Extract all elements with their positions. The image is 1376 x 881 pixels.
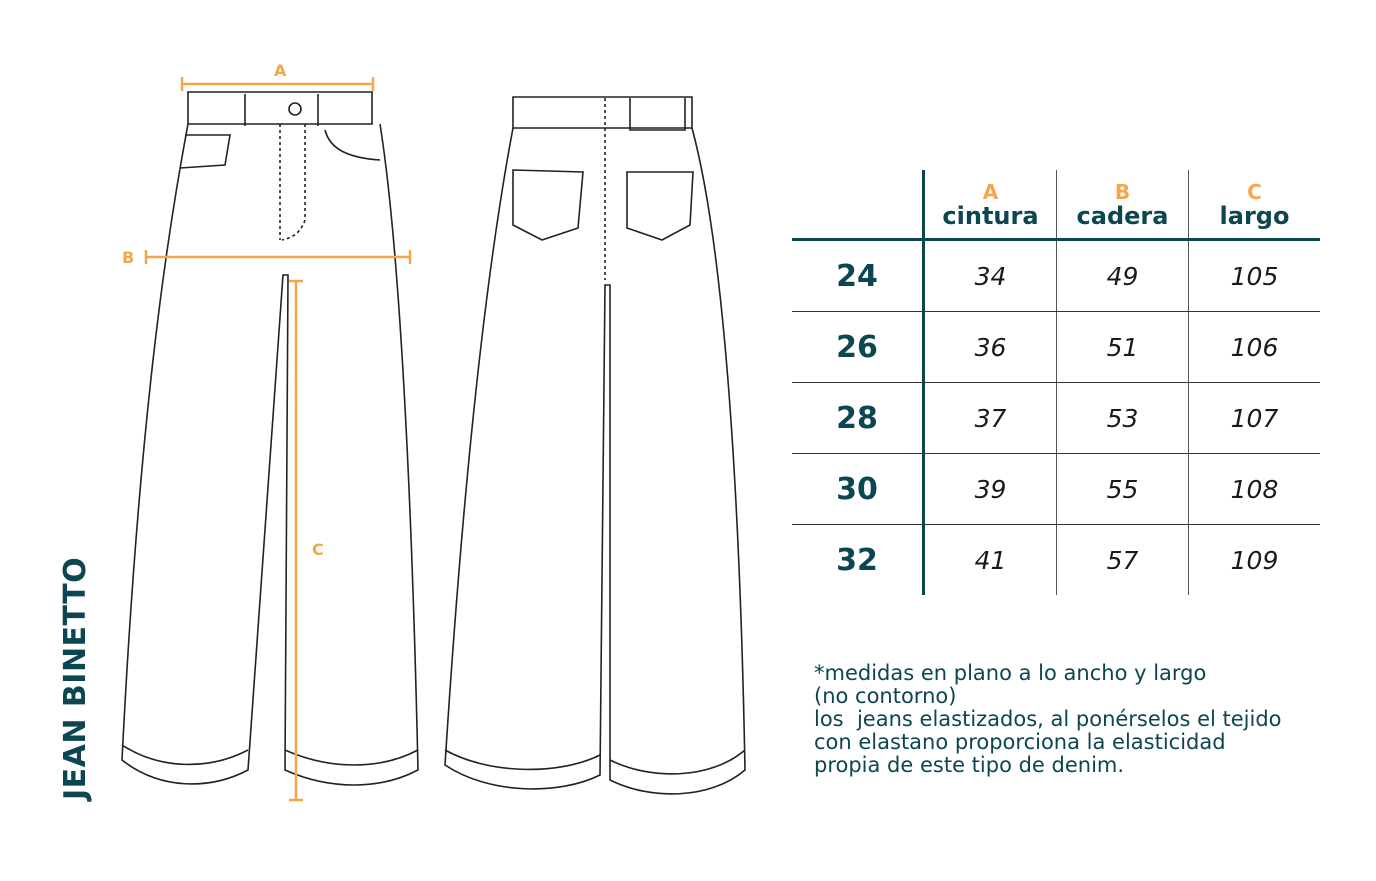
cintura-cell: 36 [974, 332, 1007, 362]
largo-cell: 106 [1188, 312, 1320, 382]
cadera-cell: 49 [1056, 241, 1188, 311]
size-cell: 32 [792, 525, 925, 595]
dimension-lines [144, 77, 412, 802]
measurement-note: *medidas en plano a lo ancho y largo (no… [814, 661, 1282, 777]
cadera-cell: 53 [1056, 383, 1188, 453]
header-name: largo [1219, 202, 1290, 230]
jeans-illustration [121, 77, 746, 802]
table-row: 32 41 57 109 [792, 525, 1320, 595]
jeans-front [121, 91, 419, 786]
header-name: cadera [1076, 202, 1169, 230]
size-cell: 30 [792, 454, 925, 524]
largo-cell: 109 [1188, 525, 1320, 595]
table-row: 26 36 51 106 [792, 312, 1320, 383]
cintura-cell: 37 [974, 403, 1007, 433]
size-cell: 26 [792, 312, 925, 382]
header-letter: C [1247, 180, 1262, 204]
largo-cell: 107 [1188, 383, 1320, 453]
header-letter: B [1114, 180, 1131, 204]
header-letter: A [982, 180, 999, 204]
largo-cell: 108 [1188, 454, 1320, 524]
table-row: 30 39 55 108 [792, 454, 1320, 525]
cadera-cell: 55 [1056, 454, 1188, 524]
cintura-cell: 41 [974, 545, 1007, 575]
cintura-cell: 34 [974, 261, 1007, 291]
size-cell: 28 [792, 383, 925, 453]
largo-cell: 105 [1188, 241, 1320, 311]
dimension-label-a: A [274, 61, 287, 80]
header-name: cintura [942, 202, 1039, 230]
cadera-cell: 57 [1056, 525, 1188, 595]
dimension-label-c: C [312, 540, 324, 559]
table-row: 24 34 49 105 [792, 241, 1320, 312]
dimension-label-b: B [122, 248, 135, 267]
header-empty [792, 170, 925, 238]
size-cell: 24 [792, 241, 925, 311]
table-row: 28 37 53 107 [792, 383, 1320, 454]
cintura-cell: 39 [974, 474, 1007, 504]
cadera-cell: 51 [1056, 312, 1188, 382]
product-title: JEAN BINETTO [58, 556, 93, 800]
jeans-back [444, 96, 746, 795]
